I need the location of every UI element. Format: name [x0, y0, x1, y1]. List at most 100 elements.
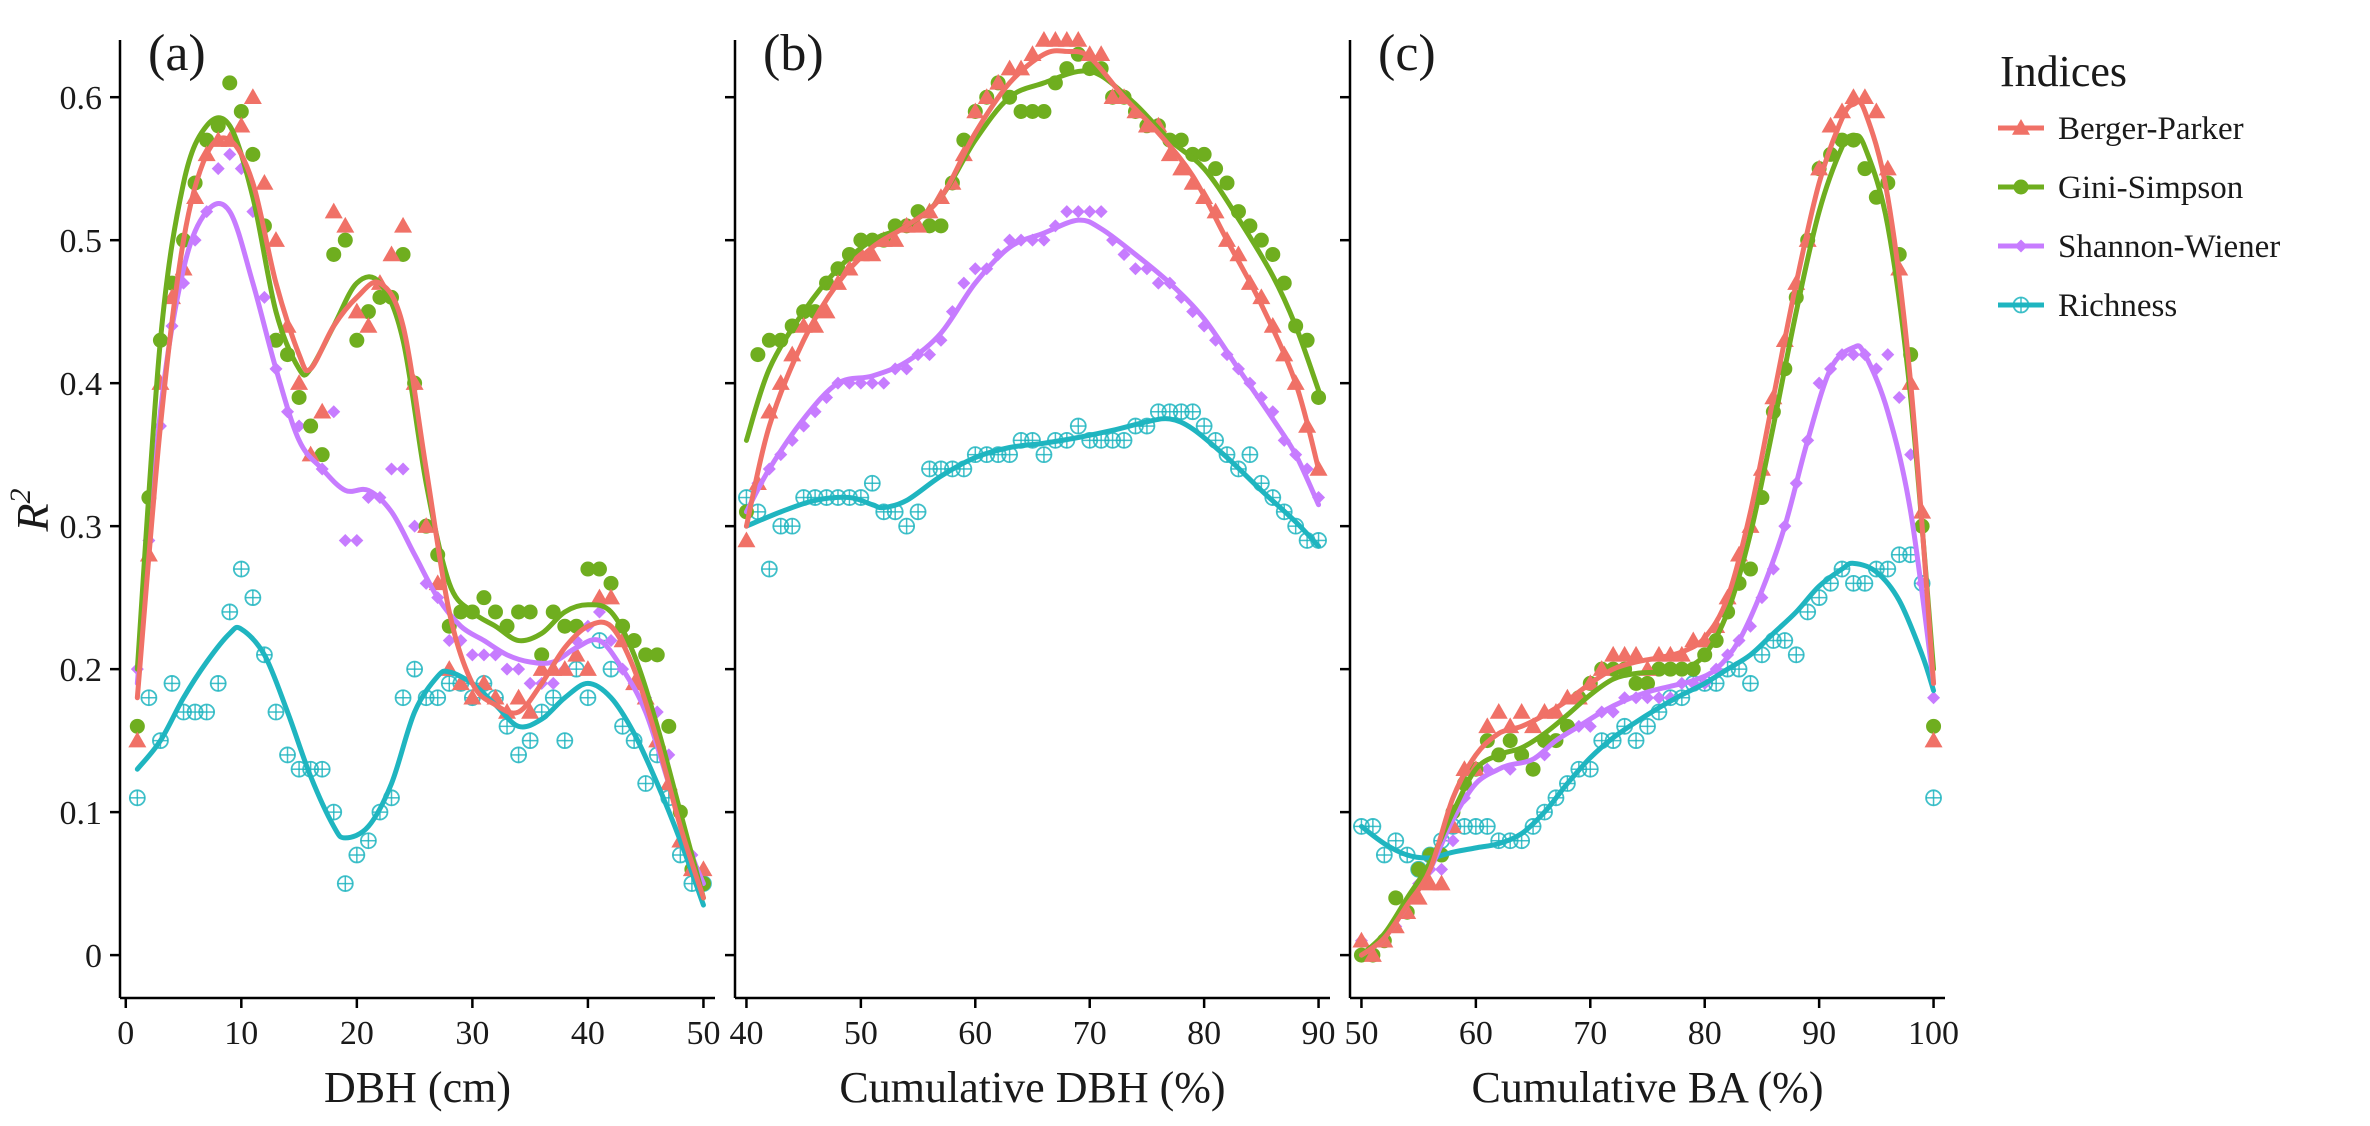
data-point	[210, 118, 226, 134]
data-point	[521, 732, 539, 750]
x-tick-label: 30	[455, 1015, 489, 1052]
x-tick-label: 60	[958, 1015, 992, 1052]
data-point	[544, 689, 562, 707]
y-tick-label: 0.3	[60, 509, 103, 546]
data-point	[886, 231, 905, 247]
data-point	[1388, 890, 1404, 906]
data-point	[350, 533, 364, 547]
legend-item-shannon-wiener: Shannon-Wiener	[1998, 229, 2280, 265]
data-point	[909, 216, 928, 233]
legend-marker	[2013, 179, 2029, 195]
smooth-line-berger-parker	[134, 135, 706, 901]
data-point	[324, 202, 343, 219]
series-shannon-wiener	[130, 147, 710, 891]
data-point	[326, 246, 342, 262]
data-point	[909, 503, 927, 521]
data-point	[395, 246, 411, 262]
data-point	[245, 146, 261, 162]
data-point	[737, 531, 756, 548]
data-point	[863, 245, 882, 262]
data-point	[578, 660, 597, 676]
data-point	[1311, 389, 1327, 405]
data-point	[977, 88, 996, 104]
data-point	[385, 462, 399, 476]
x-axis-title: Cumulative BA (%)	[1472, 1063, 1824, 1112]
y-tick-label: 0.1	[60, 795, 103, 832]
legend-marker	[2012, 296, 2030, 314]
data-point	[359, 832, 377, 850]
x-tick-label: 50	[686, 1015, 720, 1052]
panel-label: (a)	[148, 25, 206, 82]
data-point	[1037, 233, 1051, 247]
data-point	[1892, 390, 1906, 404]
data-point	[898, 517, 916, 535]
data-point	[1489, 703, 1508, 719]
data-point	[1409, 888, 1428, 905]
data-point	[989, 73, 1008, 90]
data-point	[209, 675, 227, 692]
data-point	[233, 103, 249, 119]
data-point	[163, 675, 181, 692]
y-tick-label: 0	[85, 938, 102, 975]
data-point	[1092, 45, 1111, 62]
data-point	[360, 304, 376, 320]
x-tick-label: 90	[1302, 1015, 1336, 1052]
data-point	[1375, 846, 1393, 864]
data-point	[1036, 103, 1052, 119]
data-point	[338, 533, 352, 547]
data-point	[463, 688, 482, 705]
data-point	[1115, 431, 1133, 449]
data-point	[1094, 205, 1108, 219]
y-tick-label: 0.5	[60, 223, 103, 260]
data-point	[1881, 348, 1895, 362]
x-tick-label: 50	[844, 1015, 878, 1052]
smooth-line-berger-parker	[1358, 99, 1937, 958]
data-point	[291, 389, 307, 405]
data-point	[851, 245, 870, 262]
data-point	[336, 216, 355, 233]
legend-marker	[2012, 119, 2030, 135]
data-point	[359, 316, 378, 333]
series-shannon-wiener	[1354, 348, 1941, 962]
data-point	[590, 588, 609, 605]
data-point	[1821, 116, 1840, 133]
data-point	[783, 517, 801, 535]
x-tick-label: 100	[1908, 1015, 1959, 1052]
x-tick-label: 80	[1187, 1015, 1221, 1052]
data-point	[1057, 31, 1076, 47]
data-point	[1196, 146, 1212, 162]
data-point	[1776, 632, 1794, 649]
legend-item-richness: Richness	[1998, 288, 2177, 324]
smooth-line-shannon-wiener	[743, 217, 1322, 515]
data-point	[1421, 874, 1440, 891]
data-point	[1615, 645, 1634, 662]
data-point	[394, 216, 413, 233]
data-point	[760, 560, 778, 578]
data-point	[1184, 403, 1202, 421]
x-tick-label: 70	[1573, 1015, 1607, 1052]
smooth-line-richness	[1358, 560, 1937, 861]
data-point	[1117, 247, 1131, 261]
data-point	[1265, 246, 1281, 262]
data-point	[580, 561, 596, 577]
data-point	[314, 447, 330, 463]
panel-b: 40 50 60 70 80 90 Cumulative DBH (%) (b)	[725, 25, 1336, 1112]
smooth-line-gini-simpson	[134, 115, 706, 901]
data-point	[1799, 603, 1817, 621]
data-point	[257, 290, 271, 304]
data-point	[1060, 205, 1074, 219]
y-axis-title: R2	[4, 488, 58, 532]
data-point	[1478, 717, 1497, 734]
x-tick-label: 70	[1073, 1015, 1107, 1052]
data-point	[555, 660, 574, 676]
data-point	[1455, 760, 1474, 776]
data-point	[327, 405, 341, 419]
data-point	[522, 604, 538, 620]
panel-c: 50 60 70 80 90 100 Cumulative BA (%) (c)	[1340, 25, 1959, 1112]
smooth-line-gini-simpson	[743, 68, 1322, 443]
data-point	[1363, 946, 1382, 962]
data-point	[1080, 45, 1099, 62]
data-point	[1083, 205, 1097, 219]
data-point	[1512, 703, 1531, 719]
x-tick-label: 80	[1688, 1015, 1722, 1052]
